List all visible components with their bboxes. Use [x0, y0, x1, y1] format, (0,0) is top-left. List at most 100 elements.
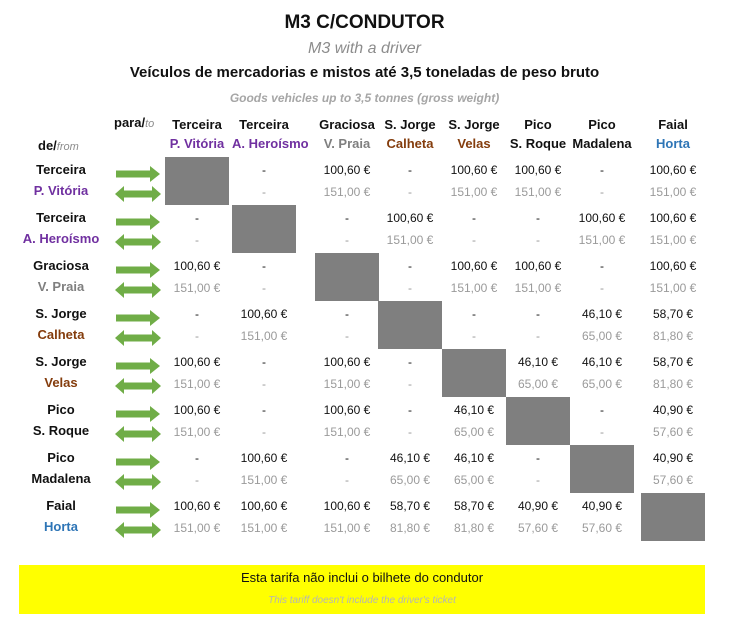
- column-header-island: Terceira: [172, 117, 222, 132]
- price-return: 151,00 €: [173, 281, 221, 295]
- price-return: 151,00 €: [514, 281, 562, 295]
- return-arrow-icon: [115, 329, 161, 352]
- price-return: 65,00 €: [581, 329, 623, 343]
- from-label-pt: de/: [38, 138, 57, 153]
- price-one-way: 100,60 €: [173, 355, 221, 369]
- column-header-island: Faial: [658, 117, 688, 132]
- price-one-way: -: [345, 451, 349, 465]
- price-one-way: 100,60 €: [240, 307, 288, 321]
- return-arrow-icon: [115, 281, 161, 304]
- price-one-way: -: [408, 259, 412, 273]
- price-return: -: [408, 281, 412, 295]
- column-header-island: Graciosa: [319, 117, 375, 132]
- price-return: -: [195, 329, 199, 343]
- price-one-way: 40,90 €: [517, 499, 559, 513]
- price-return: 151,00 €: [240, 329, 288, 343]
- price-one-way: 58,70 €: [652, 307, 694, 321]
- price-return: 65,00 €: [453, 425, 495, 439]
- row-header-island: Pico: [47, 402, 75, 417]
- diagonal-empty-cell: [641, 493, 705, 541]
- price-return: 81,80 €: [453, 521, 495, 535]
- page-subtitle: M3 with a driver: [308, 40, 421, 57]
- price-return: 65,00 €: [517, 377, 559, 391]
- price-return: -: [195, 233, 199, 247]
- price-one-way: 100,60 €: [323, 163, 371, 177]
- row-header-port: Madalena: [31, 471, 91, 486]
- row-header-port: Velas: [44, 375, 78, 390]
- row-header-port: S. Roque: [32, 423, 90, 438]
- price-one-way: -: [600, 259, 604, 273]
- price-return: -: [195, 473, 199, 487]
- one-way-arrow-icon: [116, 213, 160, 236]
- one-way-arrow-icon: [116, 165, 160, 188]
- price-return: 151,00 €: [649, 233, 697, 247]
- price-one-way: -: [195, 211, 199, 225]
- price-return: 151,00 €: [240, 473, 288, 487]
- page-title: M3 C/CONDUTOR: [284, 12, 445, 33]
- price-one-way: 100,60 €: [649, 259, 697, 273]
- price-one-way: 58,70 €: [389, 499, 431, 513]
- price-return: -: [536, 233, 540, 247]
- price-one-way: 100,60 €: [240, 499, 288, 513]
- diagonal-empty-cell: [232, 205, 296, 253]
- notice-banner: Esta tarifa não inclui o bilhete do cond…: [19, 565, 705, 614]
- price-one-way: -: [195, 451, 199, 465]
- price-one-way: 100,60 €: [578, 211, 626, 225]
- price-return: -: [345, 233, 349, 247]
- price-return: 151,00 €: [578, 233, 626, 247]
- price-return: 81,80 €: [652, 377, 694, 391]
- price-return: 57,60 €: [517, 521, 559, 535]
- price-return: 65,00 €: [581, 377, 623, 391]
- diagonal-empty-cell: [165, 157, 229, 205]
- column-header-port: S. Roque: [509, 136, 567, 151]
- price-one-way: -: [345, 211, 349, 225]
- return-arrow-icon: [115, 233, 161, 256]
- price-one-way: 40,90 €: [652, 451, 694, 465]
- price-one-way: 100,60 €: [240, 451, 288, 465]
- price-return: -: [408, 425, 412, 439]
- notice-text-pt: Esta tarifa não inclui o bilhete do cond…: [240, 570, 484, 585]
- row-header-island: Terceira: [36, 162, 86, 177]
- price-return: -: [262, 425, 266, 439]
- price-one-way: -: [195, 307, 199, 321]
- price-return: -: [600, 281, 604, 295]
- return-arrow-icon: [115, 521, 161, 544]
- price-return: -: [472, 233, 476, 247]
- price-one-way: 58,70 €: [652, 355, 694, 369]
- return-arrow-icon: [115, 377, 161, 400]
- row-header-port: Calheta: [37, 327, 85, 342]
- return-arrow-icon: [115, 473, 161, 496]
- column-header-island: S. Jorge: [448, 117, 500, 132]
- price-one-way: 46,10 €: [581, 355, 623, 369]
- return-arrow-icon: [115, 425, 161, 448]
- price-one-way: -: [262, 163, 266, 177]
- price-return: -: [262, 185, 266, 199]
- price-one-way: -: [408, 355, 412, 369]
- diagonal-empty-cell: [442, 349, 506, 397]
- price-one-way: 100,60 €: [514, 259, 562, 273]
- row-header-island: Terceira: [36, 210, 86, 225]
- one-way-arrow-icon: [116, 405, 160, 428]
- price-one-way: 46,10 €: [389, 451, 431, 465]
- price-one-way: 58,70 €: [453, 499, 495, 513]
- price-one-way: 100,60 €: [450, 163, 498, 177]
- price-return: -: [472, 329, 476, 343]
- price-one-way: -: [262, 403, 266, 417]
- row-header-island: Graciosa: [33, 258, 89, 273]
- diagonal-empty-cell: [378, 301, 442, 349]
- one-way-arrow-icon: [116, 309, 160, 332]
- from-label-en: from: [56, 141, 79, 153]
- price-one-way: -: [472, 211, 476, 225]
- price-one-way: 46,10 €: [517, 355, 559, 369]
- diagonal-empty-cell: [570, 445, 634, 493]
- one-way-arrow-icon: [116, 357, 160, 380]
- price-return: -: [536, 329, 540, 343]
- price-return: 151,00 €: [240, 521, 288, 535]
- price-one-way: 100,60 €: [649, 163, 697, 177]
- column-header-port: Velas: [457, 136, 491, 151]
- notice-text-en: This tariff doesn't include the driver's…: [268, 595, 456, 606]
- column-header-island: Pico: [588, 117, 616, 132]
- price-return: 151,00 €: [173, 521, 221, 535]
- price-one-way: -: [536, 211, 540, 225]
- price-return: 81,80 €: [652, 329, 694, 343]
